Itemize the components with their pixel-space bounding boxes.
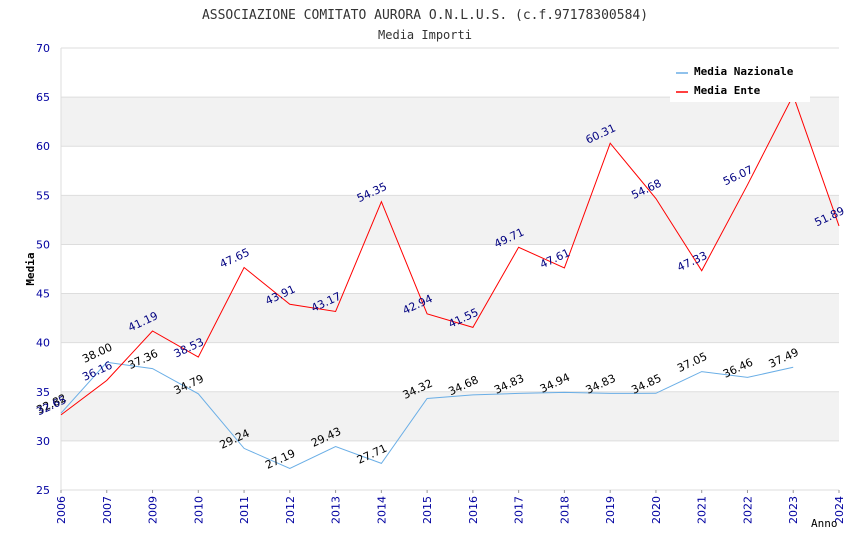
- y-axis-label: Media: [24, 252, 37, 285]
- grid-band: [61, 195, 839, 245]
- y-tick-label: 60: [36, 140, 50, 153]
- y-tick-label: 50: [36, 238, 50, 251]
- grid-band: [61, 244, 839, 294]
- x-tick-label: 2006: [55, 496, 68, 524]
- grid-band: [61, 293, 839, 343]
- x-tick-label: 2018: [558, 496, 571, 524]
- grid-band: [61, 146, 839, 196]
- legend-box: [670, 58, 810, 102]
- series-line-media-ente: [60, 94, 840, 416]
- x-tick-label: 2023: [787, 496, 800, 524]
- grid-band: [61, 440, 839, 490]
- x-tick-label: 2007: [101, 496, 114, 524]
- grid-band: [61, 391, 839, 441]
- legend-label-media-ente: Media Ente: [694, 84, 761, 97]
- chart-title: ASSOCIAZIONE COMITATO AURORA O.N.L.U.S. …: [202, 8, 648, 23]
- x-tick-label: 2010: [192, 496, 205, 524]
- x-tick-label: 2016: [467, 496, 480, 524]
- x-tick-label: 2011: [238, 496, 251, 524]
- legend: Media Nazionale Media Ente: [670, 58, 810, 102]
- x-axis-ticks: 2006 2007 2009 2010 2011 2012 2013 2014 2015 2016…: [55, 490, 846, 524]
- y-axis-ticks: 25 30 35 40 45 50 55 60 65 70: [36, 42, 50, 497]
- y-tick-label: 55: [36, 189, 50, 202]
- y-tick-label: 65: [36, 91, 50, 104]
- y-tick-label: 35: [36, 386, 50, 399]
- x-tick-label: 2014: [375, 496, 388, 524]
- y-tick-label: 40: [36, 337, 50, 350]
- x-tick-label: 2012: [284, 496, 297, 524]
- y-tick-label: 45: [36, 288, 50, 301]
- x-tick-label: 2009: [147, 496, 160, 524]
- legend-label-media-nazionale: Media Nazionale: [694, 65, 794, 78]
- gridlines: [61, 47, 839, 491]
- x-tick-label: 2021: [696, 496, 709, 524]
- x-tick-label: 2024: [833, 496, 846, 524]
- series-line-media-nazionale: [60, 361, 794, 470]
- background-bands: [61, 48, 839, 490]
- x-tick-label: 2013: [330, 496, 343, 524]
- grid-band: [61, 97, 839, 147]
- x-axis-label: Anno: [811, 517, 838, 530]
- x-tick-label: 2017: [513, 496, 526, 524]
- x-tick-label: 2022: [741, 496, 754, 524]
- y-tick-label: 30: [36, 435, 50, 448]
- x-tick-label: 2019: [604, 496, 617, 524]
- x-tick-label: 2015: [421, 496, 434, 524]
- grid-band: [61, 342, 839, 392]
- chart-subtitle: Media Importi: [378, 28, 472, 42]
- y-tick-label: 70: [36, 42, 50, 55]
- series-lines: [60, 94, 840, 470]
- y-tick-label: 25: [36, 484, 50, 497]
- x-tick-label: 2020: [650, 496, 663, 524]
